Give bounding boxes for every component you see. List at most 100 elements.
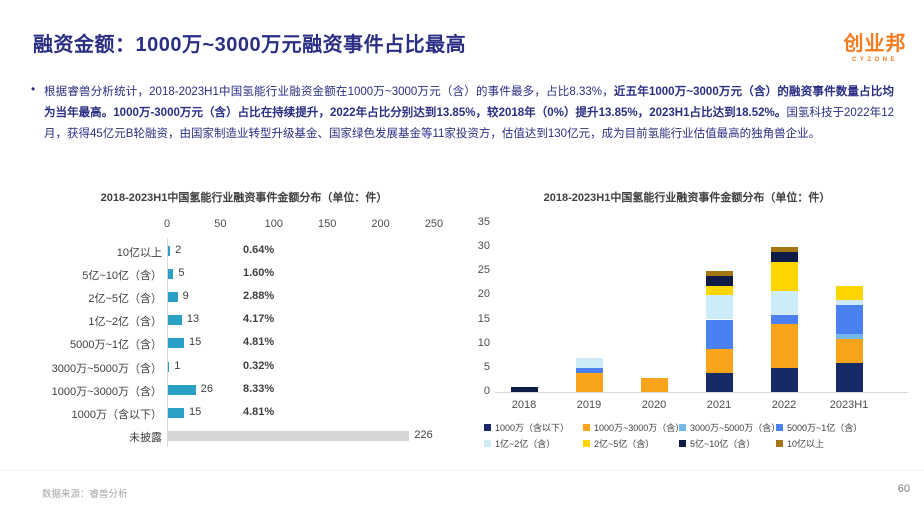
- bar-value-label: 5: [178, 267, 185, 280]
- y-axis-tick: 15: [477, 312, 490, 325]
- bar-value-label: 15: [189, 336, 202, 349]
- x-axis-tick: 50: [214, 218, 227, 230]
- legend-swatch-icon: [679, 440, 686, 447]
- category-label: 1亿~2亿（含）: [88, 316, 162, 329]
- bar-value-label: 2: [175, 244, 182, 256]
- bar: [168, 246, 171, 256]
- bar: [168, 292, 178, 303]
- legend-label: 1000万~3000万（含）: [594, 423, 685, 433]
- footer-divider: [0, 470, 924, 471]
- bar-percent-label: 0.64%: [243, 244, 275, 256]
- body-paragraph: 根据睿兽分析统计，2018-2023H1中国氢能行业融资金额在1000万~300…: [44, 82, 894, 145]
- category-label: 2019: [576, 399, 602, 411]
- stack-segment: [835, 363, 863, 392]
- bullet-icon: •: [31, 82, 36, 96]
- y-axis-tick: 20: [477, 288, 490, 301]
- legend-label: 1亿~2亿（含）: [495, 439, 556, 449]
- logo-text: 创业邦: [843, 33, 907, 55]
- stack-segment: [835, 300, 863, 305]
- logo-subtext: CYZONE: [851, 57, 898, 63]
- bar-percent-label: 8.33%: [243, 382, 275, 395]
- legend-swatch-icon: [484, 440, 491, 447]
- bar: [168, 269, 174, 280]
- legend-label: 5亿~10亿（含）: [690, 439, 756, 449]
- bar-value-label: 226: [414, 428, 433, 441]
- legend-swatch-icon: [679, 424, 686, 431]
- bar: [168, 384, 196, 395]
- category-label: 10亿以上: [116, 247, 162, 259]
- bar-percent-label: 1.60%: [243, 267, 275, 280]
- x-axis-tick: 250: [424, 218, 444, 230]
- stack-segment: [770, 261, 798, 291]
- left-chart-title: 2018-2023H1中国氢能行业融资事件金额分布（单位：件）: [100, 192, 388, 204]
- category-label: 3000万~5000万（含）: [51, 362, 162, 375]
- right-chart-title: 2018-2023H1中国氢能行业融资事件金额分布（单位：件）: [543, 192, 831, 204]
- category-label: 5亿~10亿（含）: [82, 270, 162, 283]
- stack-segment: [640, 377, 668, 392]
- y-axis-tick: 35: [477, 215, 490, 228]
- bar-percent-label: 4.81%: [243, 336, 275, 349]
- stack-segment: [770, 247, 798, 252]
- legend-label: 5000万~1亿（含）: [787, 423, 863, 433]
- stack-segment: [705, 372, 733, 392]
- stack-segment: [835, 285, 863, 301]
- body-text-segment: 国氢科技于2022年12月，获得45亿元B轮融资，由国家制造业转型升级基金、国家…: [44, 107, 895, 140]
- y-axis-tick: 30: [477, 240, 490, 253]
- bar-value-label: 15: [189, 405, 202, 418]
- category-label: 2018: [511, 399, 537, 411]
- category-label: 2022: [771, 399, 797, 411]
- stack-segment: [705, 285, 733, 296]
- bar-percent-label: 0.32%: [243, 359, 275, 372]
- x-axis-tick: 150: [318, 218, 337, 230]
- x-axis-tick: 200: [371, 218, 390, 230]
- category-label: 1000万（含以下）: [71, 408, 162, 421]
- category-label: 2020: [641, 399, 667, 411]
- data-source-note: 数据来源：睿兽分析: [42, 489, 128, 500]
- stack-segment: [835, 305, 863, 335]
- bar: [168, 430, 410, 441]
- x-axis-line: [495, 392, 908, 393]
- stack-segment: [770, 290, 798, 315]
- body-text-segment: 近五年1000万~3000万元（含）的融资事件数量占比均为当年最高。1000万-…: [44, 86, 894, 119]
- category-label: 5000万~1亿（含）: [69, 339, 162, 352]
- stack-segment: [770, 367, 798, 392]
- stack-segment: [705, 271, 733, 277]
- cyzone-logo: 创业邦 CYZONE: [834, 27, 916, 63]
- legend-swatch-icon: [583, 440, 590, 447]
- legend-swatch-icon: [776, 440, 783, 447]
- bar: [168, 361, 170, 372]
- bar-value-label: 13: [186, 313, 200, 326]
- stack-segment: [835, 334, 863, 339]
- legend-label: 3000万~5000万（含）: [690, 423, 781, 433]
- body-text-segment: 根据睿兽分析统计，2018-2023H1中国氢能行业融资金额在1000万~300…: [44, 86, 614, 98]
- stack-segment: [770, 324, 798, 368]
- stack-segment: [705, 348, 733, 373]
- stack-segment: [770, 251, 798, 262]
- y-axis-tick: 5: [483, 360, 490, 373]
- category-label: 2021: [706, 399, 732, 411]
- stack-segment: [510, 387, 538, 392]
- bar-percent-label: 4.81%: [243, 405, 275, 418]
- page-number: 60: [897, 483, 910, 495]
- category-label: 1000万~3000万（含）: [51, 385, 162, 398]
- bar: [168, 315, 182, 326]
- legend-swatch-icon: [484, 424, 491, 431]
- x-axis-tick: 100: [264, 218, 283, 230]
- bar-value-label: 26: [200, 382, 214, 395]
- legend-label: 10亿以上: [787, 439, 825, 449]
- stack-segment: [835, 338, 863, 363]
- stack-segment: [575, 358, 603, 368]
- bar-value-label: 1: [174, 359, 181, 372]
- legend-swatch-icon: [776, 424, 783, 431]
- y-axis-tick: 0: [483, 385, 490, 397]
- stack-segment: [575, 367, 603, 373]
- category-label: 2亿~5亿（含）: [88, 293, 162, 306]
- category-label: 2023H1: [829, 399, 869, 411]
- y-axis-line: [167, 238, 168, 447]
- stack-segment: [770, 314, 798, 325]
- bar-percent-label: 2.88%: [243, 290, 275, 303]
- y-axis-tick: 10: [477, 336, 490, 349]
